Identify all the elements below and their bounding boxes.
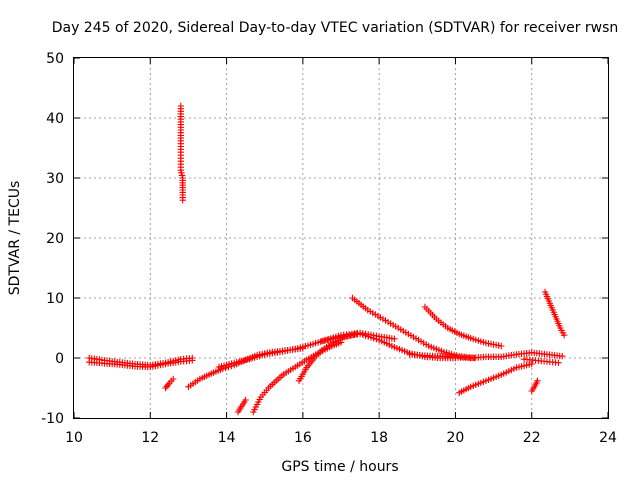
series-arc-descend-17.3 <box>349 294 478 362</box>
grid-lines <box>74 58 608 418</box>
data-point <box>367 334 375 341</box>
data-point <box>370 335 377 342</box>
data-point <box>391 335 398 342</box>
x-tick-label: 14 <box>218 430 236 446</box>
data-point <box>329 335 337 342</box>
series-arc-spike-12.8 <box>177 102 186 204</box>
y-tick-label: 40 <box>46 111 64 127</box>
data-point <box>560 332 568 339</box>
data-point <box>326 336 334 343</box>
y-tick-label: 30 <box>46 171 64 187</box>
x-tick-label: 10 <box>65 430 83 446</box>
data-point <box>498 342 505 350</box>
data-point <box>365 333 372 340</box>
x-tick-label: 24 <box>599 430 617 446</box>
axis-ticks <box>73 57 609 419</box>
data-point <box>559 353 566 360</box>
data-point <box>318 338 326 345</box>
y-axis-label: SDTVAR / TECUs <box>7 181 23 296</box>
data-point <box>362 332 369 339</box>
plot-frame <box>73 57 609 419</box>
x-axis-label: GPS time / hours <box>281 459 398 475</box>
data-point <box>359 331 366 339</box>
data-point <box>555 359 562 366</box>
data-point <box>528 360 535 368</box>
series-arc-descend-22.4 <box>541 288 568 339</box>
data-point <box>335 334 342 341</box>
series-arc-flat-20-22 <box>406 349 566 362</box>
x-tick-label: 16 <box>294 430 312 446</box>
data-point <box>321 337 328 344</box>
data-points <box>86 102 568 416</box>
data-point <box>332 335 339 342</box>
data-point <box>356 330 364 338</box>
x-tick-label: 20 <box>447 430 465 446</box>
y-tick-labels: -10 0 10 20 30 40 50 <box>41 51 64 427</box>
x-tick-label: 22 <box>523 430 541 446</box>
series-arc-baseline-b <box>86 357 196 371</box>
series-arc-descend-19.2 <box>421 303 505 350</box>
series-arc-short-22.1 <box>528 377 541 395</box>
y-tick-label: 0 <box>55 351 64 367</box>
y-tick-label: -10 <box>41 411 64 427</box>
data-point <box>373 335 380 343</box>
y-tick-label: 50 <box>46 51 64 67</box>
series-arc-mid-a <box>215 329 398 371</box>
x-tick-label: 18 <box>370 430 388 446</box>
y-tick-label: 10 <box>46 291 64 307</box>
data-point <box>169 375 177 383</box>
y-tick-label: 20 <box>46 231 64 247</box>
chart-title: Day 245 of 2020, Sidereal Day-to-day VTE… <box>52 20 619 36</box>
data-point <box>534 377 541 384</box>
data-point <box>324 336 331 344</box>
series-arc-short-12.5 <box>162 375 177 392</box>
data-point <box>179 197 186 204</box>
x-tick-labels: 10 12 14 16 18 20 22 24 <box>65 430 617 446</box>
data-point <box>242 396 249 404</box>
series-arc-short-14.4 <box>234 396 249 416</box>
x-tick-label: 12 <box>141 430 159 446</box>
series-arc-tail-22 <box>520 356 562 366</box>
series-arc-rising-20.2 <box>456 360 535 396</box>
data-point <box>189 357 196 364</box>
